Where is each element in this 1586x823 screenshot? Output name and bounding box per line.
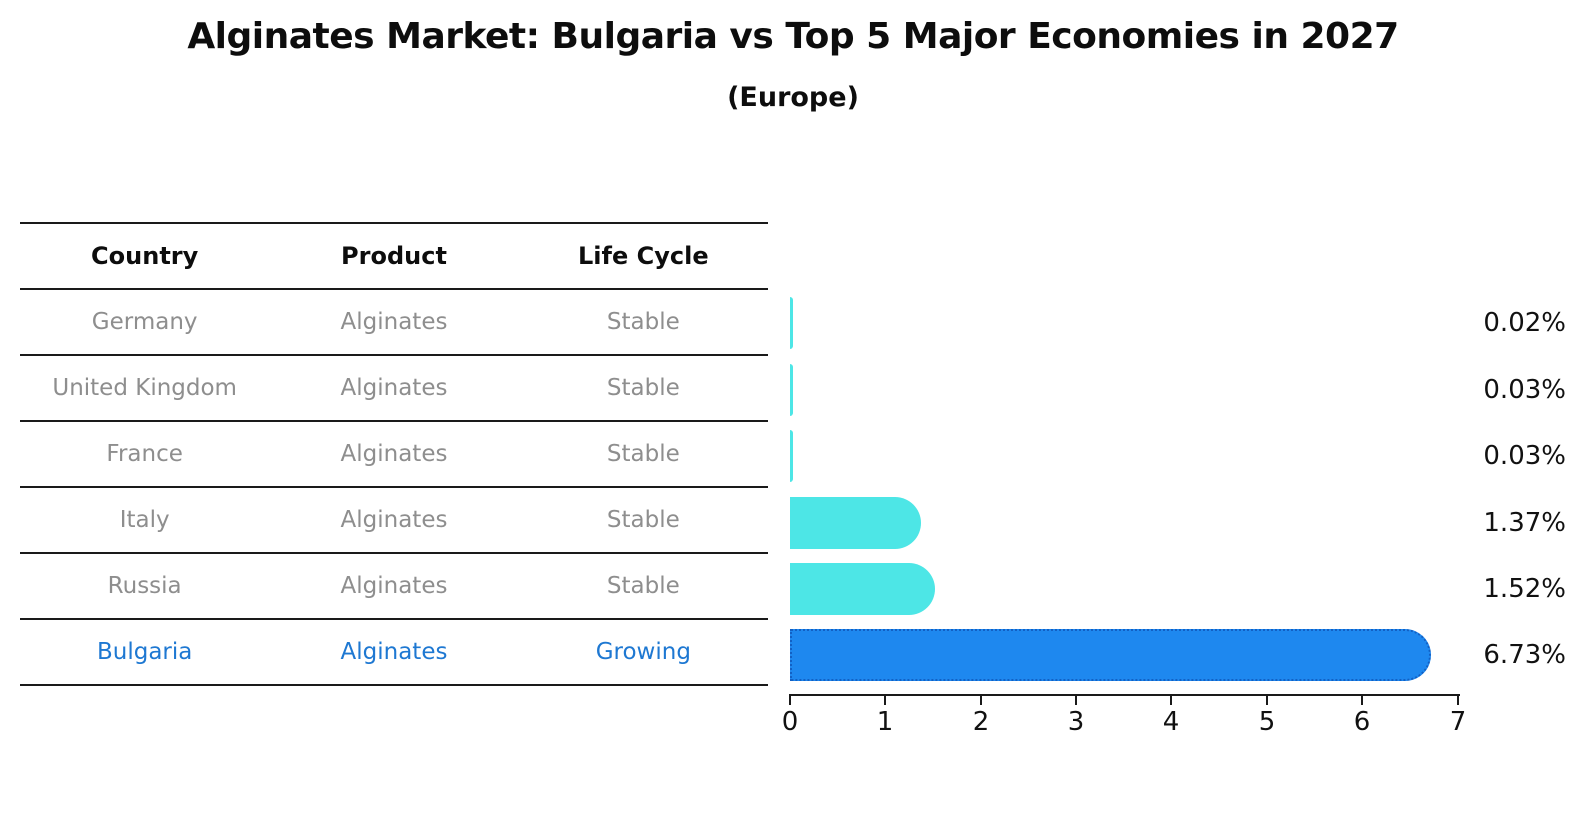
bar-russia: [790, 563, 935, 615]
x-axis-tick: [789, 696, 791, 705]
x-axis-tick-label: 6: [1353, 707, 1371, 737]
product-cell: Alginates: [340, 375, 448, 401]
product-cell: Alginates: [340, 507, 448, 533]
x-axis-tick-label: 7: [1449, 707, 1467, 737]
life-cycle-cell: Growing: [595, 639, 691, 665]
life-cycle-cell: Stable: [606, 507, 680, 533]
x-axis-tick: [1361, 696, 1363, 705]
x-axis-tick: [1457, 696, 1459, 705]
country-cell: Russia: [107, 573, 182, 599]
value-label-united-kingdom: 0.03%: [1483, 375, 1566, 405]
x-axis-tick-label: 1: [876, 707, 894, 737]
x-axis-tick-label: 3: [1067, 707, 1085, 737]
x-axis-tick: [980, 696, 982, 705]
table-row-united-kingdom: United Kingdom Alginates Stable: [20, 356, 768, 422]
x-axis-tick: [1170, 696, 1172, 705]
bar-germany: [790, 297, 793, 349]
value-label-germany: 0.02%: [1483, 308, 1566, 338]
column-header-country: Country: [91, 242, 199, 270]
chart-subtitle: (Europe): [727, 82, 859, 113]
x-axis-tick-label: 2: [972, 707, 990, 737]
bar-france: [790, 430, 793, 482]
x-axis-tick-label: 0: [781, 707, 799, 737]
life-cycle-cell: Stable: [606, 375, 680, 401]
x-axis-tick: [1266, 696, 1268, 705]
product-cell: Alginates: [340, 639, 448, 665]
x-axis-tick: [1075, 696, 1077, 705]
bar-bulgaria: [790, 629, 1431, 681]
table-row-germany: Germany Alginates Stable: [20, 290, 768, 356]
product-cell: Alginates: [340, 441, 448, 467]
bar-united-kingdom: [790, 364, 793, 416]
country-cell: Italy: [119, 507, 170, 533]
country-cell: Bulgaria: [96, 639, 193, 665]
value-label-france: 0.03%: [1483, 441, 1566, 471]
product-cell: Alginates: [340, 573, 448, 599]
table-header-row: Country Product Life Cycle: [20, 222, 768, 290]
x-axis-tick-label: 4: [1162, 707, 1180, 737]
country-cell: France: [106, 441, 183, 467]
life-cycle-cell: Stable: [606, 441, 680, 467]
country-cell: United Kingdom: [52, 375, 237, 401]
life-cycle-cell: Stable: [606, 573, 680, 599]
value-label-bulgaria: 6.73%: [1483, 640, 1566, 670]
bar-italy: [790, 497, 921, 549]
column-header-life-cycle: Life Cycle: [578, 242, 709, 270]
table-row-russia: Russia Alginates Stable: [20, 554, 768, 620]
country-cell: Germany: [91, 309, 198, 335]
product-cell: Alginates: [340, 309, 448, 335]
value-label-italy: 1.37%: [1483, 508, 1566, 538]
table-row-italy: Italy Alginates Stable: [20, 488, 768, 554]
country-table: Country Product Life Cycle Germany Algin…: [20, 222, 768, 686]
chart-title: Alginates Market: Bulgaria vs Top 5 Majo…: [187, 16, 1399, 57]
column-header-product: Product: [341, 242, 447, 270]
table-row-bulgaria: Bulgaria Alginates Growing: [20, 620, 768, 686]
life-cycle-cell: Stable: [606, 309, 680, 335]
x-axis-tick-label: 5: [1258, 707, 1276, 737]
x-axis-line: [789, 694, 1460, 696]
table-row-france: France Alginates Stable: [20, 422, 768, 488]
x-axis-tick: [884, 696, 886, 705]
value-label-russia: 1.52%: [1483, 574, 1566, 604]
